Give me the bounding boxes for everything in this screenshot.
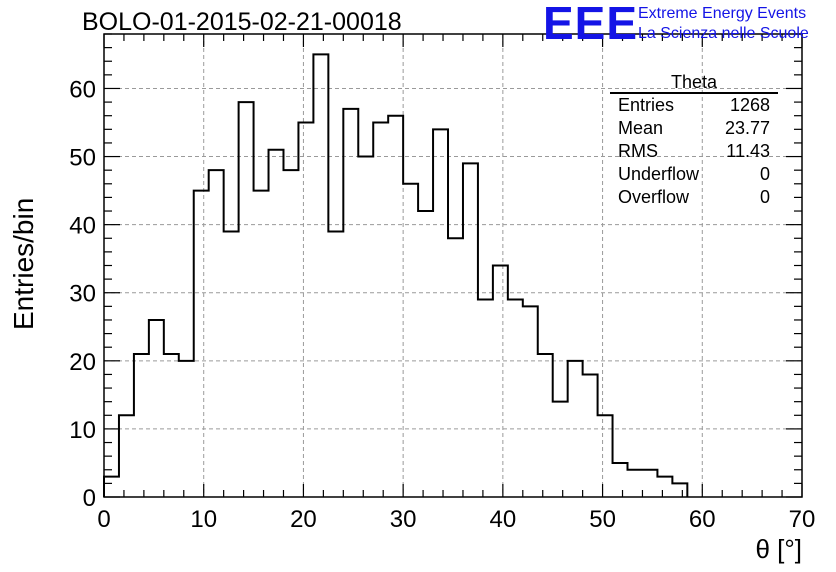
stats-row-entries: Entries 1268	[610, 94, 778, 117]
histogram-bin	[239, 102, 254, 497]
histogram-bin	[313, 54, 328, 497]
histogram-bin	[403, 184, 418, 497]
stats-row-underflow: Underflow 0	[610, 163, 778, 186]
x-tick-label: 0	[97, 506, 110, 533]
stats-row-overflow: Overflow 0	[610, 186, 778, 209]
logo-line-2: La Scienza nelle Scuole	[638, 25, 809, 42]
x-tick-label: 20	[290, 506, 317, 533]
stats-title: Theta	[610, 72, 778, 94]
histogram-bin	[224, 231, 239, 497]
stats-value: 0	[759, 164, 770, 184]
x-tick-label: 60	[689, 506, 716, 533]
stats-label: Overflow	[618, 187, 690, 207]
histogram-bin	[553, 402, 568, 497]
histogram-bin	[209, 170, 224, 497]
x-tick-label: 50	[589, 506, 616, 533]
histogram-bin	[149, 320, 164, 497]
histogram-bin	[628, 470, 643, 497]
histogram-bin	[298, 123, 313, 497]
histogram-bin	[583, 374, 598, 497]
histogram-bin	[523, 306, 538, 497]
histogram-bin	[657, 477, 672, 497]
y-axis-label: Entries/bin	[8, 197, 39, 330]
stats-value: 1268	[729, 95, 770, 115]
stats-label: Entries	[618, 95, 675, 115]
logo-caption: Extreme Energy Events La Scienza nelle S…	[638, 4, 809, 44]
histogram-bin	[493, 266, 508, 498]
stats-value: 11.43	[726, 141, 770, 161]
histogram-bin	[194, 191, 209, 497]
histogram-bin	[179, 361, 194, 497]
histogram-bin	[508, 300, 523, 497]
chart-title: BOLO-01-2015-02-21-00018	[82, 8, 402, 36]
x-tick-label: 40	[490, 506, 517, 533]
histogram-bin	[418, 211, 433, 497]
stats-label: RMS	[618, 141, 658, 161]
y-tick-label: 30	[69, 281, 96, 308]
x-tick-label: 70	[789, 506, 816, 533]
histogram-bin	[373, 123, 388, 497]
histogram-bin	[598, 415, 613, 497]
histogram-bin	[433, 129, 448, 497]
stats-value: 0	[759, 187, 770, 207]
histogram-bin	[448, 238, 463, 497]
stats-row-mean: Mean 23.77	[610, 117, 778, 140]
histogram-bin	[478, 300, 493, 497]
histogram-bin	[613, 463, 628, 497]
stats-box: Theta Entries 1268 Mean 23.77 RMS 11.43 …	[610, 72, 778, 209]
y-tick-label: 40	[69, 213, 96, 240]
histogram-bin	[672, 483, 687, 497]
histogram-bin	[358, 157, 373, 497]
stats-label: Mean	[618, 118, 664, 138]
histogram-bin	[343, 109, 358, 497]
stats-label: Underflow	[618, 164, 700, 184]
histogram-bin	[642, 470, 657, 497]
stats-row-rms: RMS 11.43	[610, 140, 778, 163]
histogram-bin	[283, 170, 298, 497]
y-tick-label: 60	[69, 76, 96, 103]
logo-line-1: Extreme Energy Events	[638, 5, 807, 22]
x-axis-label: θ [°]	[755, 534, 802, 564]
histogram-bin	[119, 415, 134, 497]
histogram-bin	[254, 191, 269, 497]
y-tick-label: 10	[69, 417, 96, 444]
histogram-bin	[568, 361, 583, 497]
stats-value: 23.77	[724, 118, 770, 138]
histogram-bin	[104, 477, 119, 497]
histogram-bin	[269, 150, 284, 497]
histogram-bin	[328, 231, 343, 497]
histogram-bin	[164, 354, 179, 497]
histogram-bin	[388, 116, 403, 497]
y-tick-label: 50	[69, 145, 96, 172]
histogram-bin	[538, 354, 553, 497]
y-tick-label: 20	[69, 349, 96, 376]
eee-logo: EEE	[543, 0, 639, 49]
histogram-bin	[463, 163, 478, 497]
y-tick-label: 0	[83, 485, 96, 512]
histogram-outline	[103, 53, 689, 497]
x-tick-label: 10	[190, 506, 217, 533]
histogram-bin	[134, 354, 149, 497]
x-tick-label: 30	[390, 506, 417, 533]
